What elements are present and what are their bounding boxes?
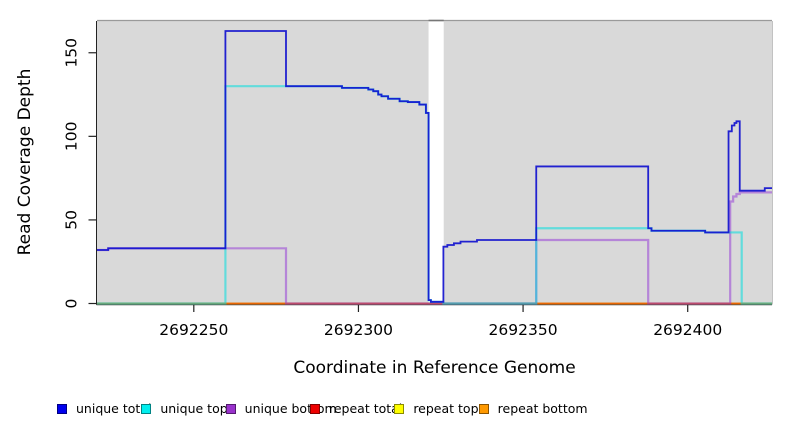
legend-item-repeat-top: repeat top bbox=[394, 401, 479, 417]
legend-swatch-icon bbox=[57, 404, 67, 414]
legend-label: repeat top bbox=[413, 401, 479, 416]
legend-item-unique-total: unique total bbox=[57, 401, 151, 417]
series-line-unique-bottom bbox=[97, 191, 772, 305]
legend-swatch-icon bbox=[394, 404, 405, 414]
legend-swatch-icon bbox=[225, 404, 236, 414]
x-tick-label: 2692300 bbox=[324, 321, 393, 339]
x-axis-title: Coordinate in Reference Genome bbox=[293, 358, 576, 378]
legend-swatch-icon bbox=[141, 404, 152, 414]
y-tick-label: 50 bbox=[62, 210, 80, 230]
legend-item-repeat-bottom: repeat bottom bbox=[478, 401, 588, 417]
x-tick-label: 2692400 bbox=[653, 321, 722, 339]
legend-label: repeat total bbox=[328, 401, 403, 416]
legend-swatch-icon bbox=[309, 404, 320, 414]
no-data-gap bbox=[428, 20, 444, 305]
legend-item-repeat-total: repeat total bbox=[309, 401, 403, 417]
legend-label: unique top bbox=[160, 401, 228, 416]
y-axis-title: Read Coverage Depth bbox=[15, 68, 35, 256]
x-tick-label: 2692350 bbox=[489, 321, 558, 339]
y-tick-label: 0 bbox=[62, 299, 80, 309]
legend-label: repeat bottom bbox=[497, 401, 588, 416]
series-line-unique-total bbox=[97, 30, 772, 303]
y-tick-label: 150 bbox=[62, 38, 80, 68]
y-tick-label: 100 bbox=[62, 122, 80, 152]
legend-item-unique-top: unique top bbox=[141, 401, 228, 417]
legend-swatch-icon bbox=[478, 404, 489, 414]
legend: unique total unique top unique bottom repea… bbox=[57, 401, 792, 419]
legend-label: unique total bbox=[76, 401, 152, 416]
x-tick-label: 2692250 bbox=[159, 321, 228, 339]
